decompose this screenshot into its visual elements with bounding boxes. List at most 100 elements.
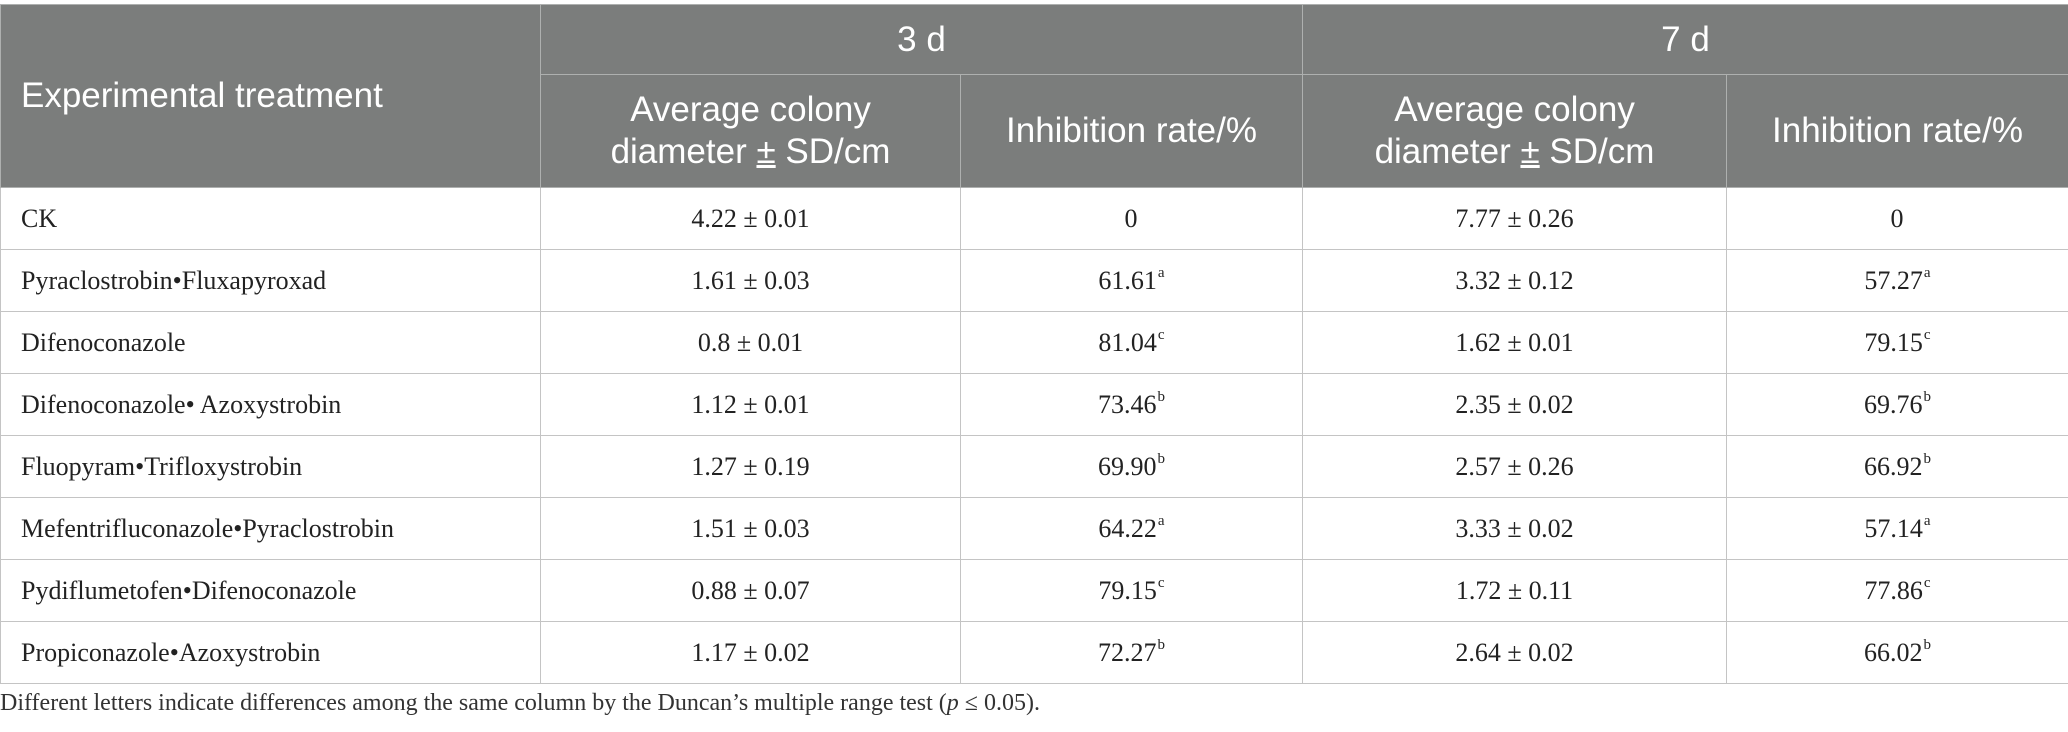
rate-value: 69.90	[1098, 451, 1157, 481]
rate-value: 0	[1890, 203, 1904, 233]
rate-value: 66.92	[1864, 451, 1923, 481]
cell-3d-diameter: 0.8 ± 0.01	[540, 311, 961, 374]
cell-3d-diameter: 0.88 ± 0.07	[540, 559, 961, 622]
significance-letter: a	[1923, 512, 1931, 529]
table-row: Mefentrifluconazole•Pyraclostrobin 1.51 …	[0, 497, 2068, 560]
results-table: Experimental treatment 3 d 7 d Average c…	[0, 4, 2068, 684]
header-7d-diameter: Average colony diameter ± SD/cm	[1302, 74, 1727, 188]
cell-7d-rate: 79.15c	[1726, 311, 2068, 374]
cell-7d-diameter: 2.57 ± 0.26	[1302, 435, 1727, 498]
rate-value: 66.02	[1864, 637, 1923, 667]
table-row: CK 4.22 ± 0.01 0 7.77 ± 0.26 0	[0, 187, 2068, 250]
rate-value: 57.14	[1864, 513, 1923, 543]
cell-7d-diameter: 3.33 ± 0.02	[1302, 497, 1727, 560]
cell-7d-diameter: 1.62 ± 0.01	[1302, 311, 1727, 374]
significance-letter: b	[1157, 636, 1166, 653]
header-7d-diameter-pre: diameter	[1374, 132, 1521, 171]
significance-letter: a	[1157, 512, 1165, 529]
table-footnote: Different letters indicate differences a…	[0, 690, 1040, 717]
cell-3d-diameter: 1.12 ± 0.01	[540, 373, 961, 436]
header-3d-diameter-pre: diameter	[610, 132, 757, 171]
cell-3d-diameter: 1.17 ± 0.02	[540, 621, 961, 684]
significance-letter: b	[1157, 450, 1166, 467]
header-3d-diameter: Average colony diameter ± SD/cm	[540, 74, 961, 188]
header-7d-diameter-line1: Average colony	[1394, 90, 1635, 129]
cell-7d-diameter: 3.32 ± 0.12	[1302, 249, 1727, 312]
rate-value: 0	[1124, 203, 1138, 233]
cell-treatment: Difenoconazole• Azoxystrobin	[0, 373, 541, 436]
cell-treatment: Pydiflumetofen•Difenoconazole	[0, 559, 541, 622]
footnote-text: Different letters indicate differences a…	[0, 690, 947, 716]
header-group-3d: 3 d	[540, 4, 1303, 75]
cell-3d-rate: 64.22a	[960, 497, 1303, 560]
header-treatment: Experimental treatment	[0, 4, 541, 188]
cell-treatment: CK	[0, 187, 541, 250]
cell-7d-rate: 57.14a	[1726, 497, 2068, 560]
header-7d-diameter-pm: ±	[1520, 132, 1540, 171]
cell-treatment: Propiconazole•Azoxystrobin	[0, 621, 541, 684]
cell-3d-rate: 81.04c	[960, 311, 1303, 374]
cell-7d-rate: 69.76b	[1726, 373, 2068, 436]
cell-3d-diameter: 4.22 ± 0.01	[540, 187, 961, 250]
header-group-7d: 7 d	[1302, 4, 2068, 75]
significance-letter: c	[1923, 574, 1931, 591]
footnote-p-symbol: p	[946, 690, 959, 716]
header-7d-inhibition: Inhibition rate/%	[1726, 74, 2068, 188]
header-row-groups: Experimental treatment 3 d 7 d	[0, 4, 2068, 188]
significance-letter: c	[1923, 326, 1931, 343]
table-row: Difenoconazole 0.8 ± 0.01 81.04c 1.62 ± …	[0, 311, 2068, 374]
header-3d-diameter-line1: Average colony	[630, 90, 871, 129]
header-3d-inhibition: Inhibition rate/%	[960, 74, 1303, 188]
cell-7d-rate: 57.27a	[1726, 249, 2068, 312]
rate-value: 79.15	[1864, 327, 1923, 357]
cell-3d-rate: 79.15c	[960, 559, 1303, 622]
cell-7d-diameter: 2.64 ± 0.02	[1302, 621, 1727, 684]
header-7d-diameter-post: SD/cm	[1539, 132, 1655, 171]
cell-3d-diameter: 1.27 ± 0.19	[540, 435, 961, 498]
footnote-rest: ≤ 0.05).	[958, 690, 1040, 716]
cell-treatment: Pyraclostrobin•Fluxapyroxad	[0, 249, 541, 312]
cell-7d-diameter: 2.35 ± 0.02	[1302, 373, 1727, 436]
table-row: Difenoconazole• Azoxystrobin 1.12 ± 0.01…	[0, 373, 2068, 436]
cell-treatment: Difenoconazole	[0, 311, 541, 374]
significance-letter: b	[1923, 388, 1932, 405]
cell-3d-diameter: 1.61 ± 0.03	[540, 249, 961, 312]
header-3d-diameter-pm: ±	[756, 132, 776, 171]
cell-3d-rate: 72.27b	[960, 621, 1303, 684]
rate-value: 57.27	[1864, 265, 1923, 295]
table-row: Fluopyram•Trifloxystrobin 1.27 ± 0.19 69…	[0, 435, 2068, 498]
rate-value: 61.61	[1098, 265, 1157, 295]
table-row: Pyraclostrobin•Fluxapyroxad 1.61 ± 0.03 …	[0, 249, 2068, 312]
significance-letter: a	[1157, 264, 1165, 281]
rate-value: 77.86	[1864, 575, 1923, 605]
cell-7d-rate: 77.86c	[1726, 559, 2068, 622]
significance-letter: a	[1923, 264, 1931, 281]
cell-7d-rate: 0	[1726, 187, 2068, 250]
cell-treatment: Fluopyram•Trifloxystrobin	[0, 435, 541, 498]
rate-value: 79.15	[1098, 575, 1157, 605]
significance-letter: b	[1923, 636, 1932, 653]
rate-value: 73.46	[1098, 389, 1157, 419]
cell-3d-rate: 0	[960, 187, 1303, 250]
rate-value: 72.27	[1098, 637, 1157, 667]
rate-value: 64.22	[1098, 513, 1157, 543]
cell-treatment: Mefentrifluconazole•Pyraclostrobin	[0, 497, 541, 560]
significance-letter: b	[1923, 450, 1932, 467]
cell-7d-diameter: 7.77 ± 0.26	[1302, 187, 1727, 250]
cell-7d-rate: 66.02b	[1726, 621, 2068, 684]
significance-letter: c	[1157, 574, 1165, 591]
significance-letter: b	[1157, 388, 1166, 405]
cell-7d-diameter: 1.72 ± 0.11	[1302, 559, 1727, 622]
header-3d-diameter-post: SD/cm	[775, 132, 891, 171]
cell-3d-rate: 69.90b	[960, 435, 1303, 498]
rate-value: 81.04	[1098, 327, 1157, 357]
significance-letter: c	[1157, 326, 1165, 343]
table-row: Propiconazole•Azoxystrobin 1.17 ± 0.02 7…	[0, 621, 2068, 684]
table-row: Pydiflumetofen•Difenoconazole 0.88 ± 0.0…	[0, 559, 2068, 622]
cell-3d-diameter: 1.51 ± 0.03	[540, 497, 961, 560]
header-row-measures: Average colony diameter ± SD/cm Inhibiti…	[1, 74, 2068, 188]
cell-3d-rate: 73.46b	[960, 373, 1303, 436]
rate-value: 69.76	[1864, 389, 1923, 419]
cell-3d-rate: 61.61a	[960, 249, 1303, 312]
cell-7d-rate: 66.92b	[1726, 435, 2068, 498]
